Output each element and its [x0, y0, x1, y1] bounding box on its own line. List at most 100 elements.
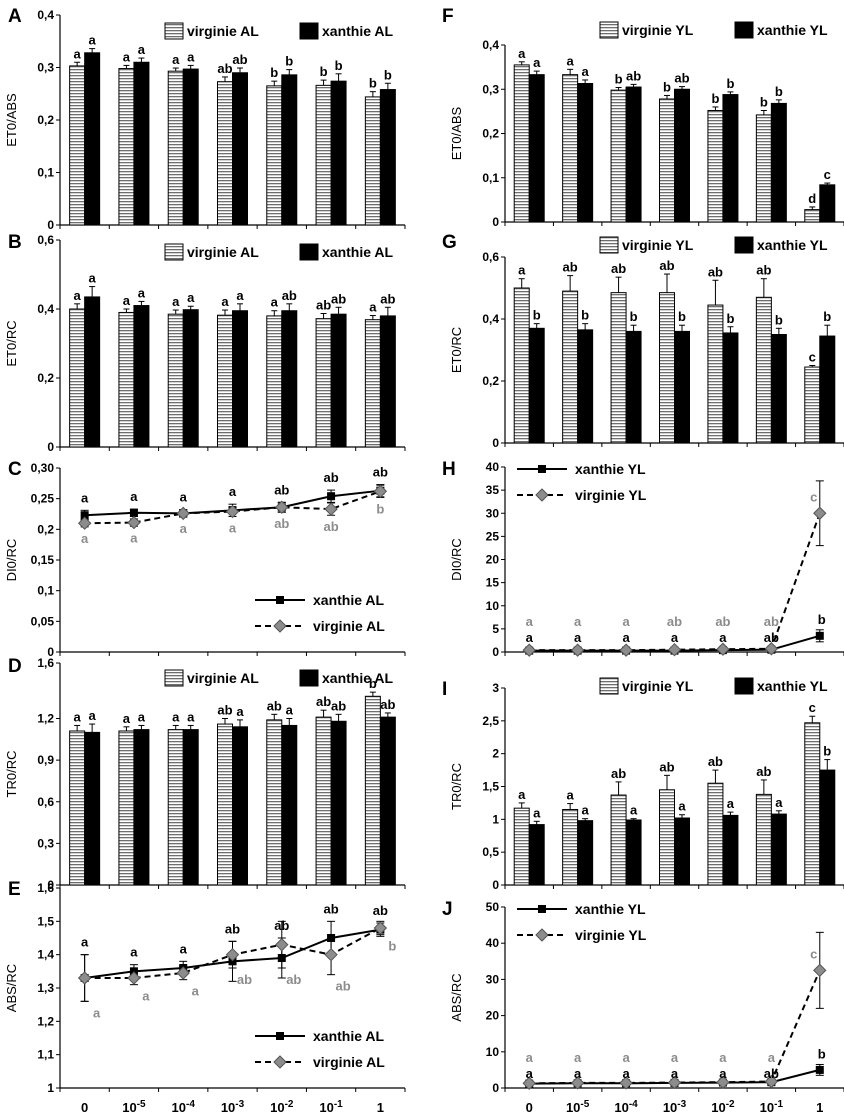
significance-letter-grey: c [810, 946, 817, 961]
y-tick-label: 0,05 [31, 614, 55, 628]
significance-letter: ab [626, 68, 641, 83]
legend-swatch [164, 243, 184, 261]
bar-xanthie [232, 72, 248, 226]
significance-letter: a [582, 803, 590, 818]
data-point-diamond [225, 504, 240, 519]
bar-virginie [167, 313, 184, 448]
y-tick-label: 10 [486, 599, 500, 613]
x-tick-label: 1 [816, 1100, 823, 1115]
significance-letter: a [533, 55, 541, 70]
legend-marker [535, 488, 549, 502]
significance-letter: ab [282, 288, 297, 303]
bar-virginie [364, 96, 381, 226]
panel-h: HDI0/RC0510152025303540aaaaaaabaabaababc… [442, 459, 844, 659]
significance-letter: a [187, 49, 195, 64]
data-point-diamond [716, 642, 730, 656]
significance-letter: ab [232, 52, 247, 67]
significance-letter: b [726, 76, 734, 91]
significance-letter: a [567, 788, 575, 803]
significance-letter: b [818, 1046, 826, 1061]
data-point-square [815, 631, 824, 640]
legend-swatch [299, 22, 319, 40]
significance-letter: a [74, 288, 82, 303]
significance-letter: ab [323, 470, 338, 485]
bar-xanthie [770, 102, 787, 223]
legend-swatch [734, 677, 754, 695]
bar-xanthie [577, 820, 594, 886]
legend-label: xanthie AL [322, 670, 393, 686]
x-tick-label: 10-1 [760, 1099, 784, 1115]
y-tick-label: 0,4 [37, 302, 54, 316]
significance-letter: b [335, 58, 343, 73]
y-tick-label: 1,4 [37, 948, 54, 962]
y-tick-label: 40 [486, 460, 500, 474]
significance-letter: a [671, 1066, 679, 1081]
bar-virginie [562, 290, 579, 444]
y-tick-label: 0,6 [482, 250, 499, 264]
significance-letter: a [678, 799, 686, 814]
data-point-diamond [619, 643, 633, 657]
y-tick-label: 0,2 [482, 127, 499, 141]
significance-letter: a [138, 709, 146, 724]
significance-letter: b [320, 64, 328, 79]
y-tick-label: 5 [492, 622, 499, 636]
significance-letter: ab [659, 258, 674, 273]
y-tick-label: 1,1 [37, 1048, 54, 1062]
significance-letter: a [229, 484, 237, 499]
significance-letter: b [663, 79, 671, 94]
bar-xanthie [281, 724, 298, 886]
significance-letter: ab [274, 918, 289, 933]
significance-letter: b [711, 91, 719, 106]
significance-letter: ab [274, 482, 289, 497]
significance-letter: a [89, 271, 97, 286]
significance-letter: a [172, 294, 180, 309]
y-axis-title: ABS/RC [4, 964, 19, 1012]
y-tick-label: 20 [486, 553, 500, 567]
significance-letter: b [775, 84, 783, 99]
bar-xanthie [330, 313, 347, 448]
data-point-diamond [813, 963, 827, 978]
significance-letter: a [533, 805, 541, 820]
significance-letter: a [123, 49, 131, 64]
data-point-diamond [667, 642, 682, 657]
x-tick-label: 10-5 [122, 1099, 146, 1115]
significance-letter: a [727, 796, 735, 811]
significance-letter: a [775, 795, 783, 810]
bar-xanthie [722, 814, 739, 886]
y-tick-label: 1 [492, 812, 499, 826]
y-tick-label: 0 [492, 1081, 499, 1095]
legend-label: virginie YL [575, 487, 647, 503]
bar-virginie [266, 315, 283, 448]
significance-letter: a [526, 1066, 534, 1081]
legend-label: xanthie YL [757, 22, 828, 38]
x-tick-label: 1 [377, 1100, 384, 1115]
bar-xanthie [281, 310, 298, 448]
y-tick-label: 0 [47, 440, 54, 454]
bar-xanthie [84, 296, 101, 448]
y-tick-label: 0,2 [482, 374, 499, 388]
x-tick-label: 10-2 [270, 1099, 294, 1115]
bar-virginie [118, 730, 135, 886]
bar-xanthie [528, 327, 545, 444]
y-tick-label: 20 [486, 1009, 500, 1023]
y-axis-title: DI0/RC [4, 539, 19, 582]
significance-letter: b [678, 309, 686, 324]
significance-letter: b [630, 309, 638, 324]
legend-label: xanthie YL [757, 678, 828, 694]
data-point-diamond [522, 643, 536, 657]
significance-letter: b [760, 94, 768, 109]
data-point-square [815, 1065, 824, 1074]
significance-letter: a [671, 630, 679, 645]
legend-swatch [599, 677, 619, 695]
bar-virginie [217, 81, 233, 226]
legend-label: virginie YL [575, 927, 647, 943]
y-tick-label: 1,5 [37, 914, 54, 928]
y-tick-label: 30 [486, 972, 500, 986]
significance-letter-grey: a [719, 1050, 727, 1065]
significance-letter: a [518, 787, 526, 802]
bar-xanthie [84, 52, 101, 226]
significance-letter: a [81, 490, 89, 505]
legend-marker [273, 619, 287, 633]
bar-virginie [659, 98, 675, 223]
